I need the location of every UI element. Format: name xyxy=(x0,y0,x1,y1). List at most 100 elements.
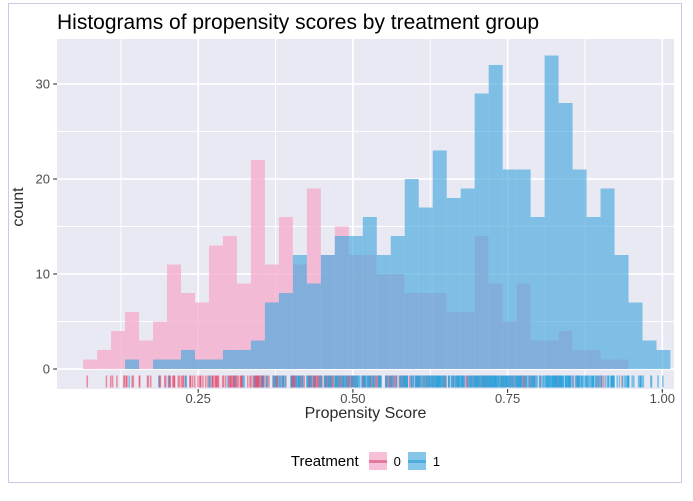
rug-tick-treatment-1 xyxy=(421,375,423,388)
rug-tick-treatment-1 xyxy=(355,375,357,388)
rug-tick-treatment-1 xyxy=(345,375,347,388)
rug-tick-treatment-1 xyxy=(618,375,621,388)
rug-tick-treatment-1 xyxy=(604,375,607,388)
rug-tick-treatment-0 xyxy=(252,375,254,388)
rug-tick-treatment-1 xyxy=(561,375,564,388)
rug-tick-treatment-1 xyxy=(297,375,299,388)
rug-tick-treatment-1 xyxy=(335,375,337,388)
rug-tick-treatment-1 xyxy=(391,375,393,388)
rug-tick-treatment-1 xyxy=(608,375,610,388)
histogram-bar-treatment-1 xyxy=(446,198,461,369)
histogram-bar-treatment-1 xyxy=(125,359,140,369)
histogram-bar-treatment-0 xyxy=(222,236,237,369)
rug-tick-treatment-1 xyxy=(320,375,322,388)
rug-tick-treatment-1 xyxy=(616,375,619,388)
histogram-bar-treatment-0 xyxy=(236,283,251,369)
rug-tick-treatment-1 xyxy=(463,375,466,388)
rug-tick-treatment-1 xyxy=(606,375,609,388)
rug-tick-treatment-1 xyxy=(266,375,269,388)
rug-tick-treatment-1 xyxy=(293,375,296,388)
rug-tick-treatment-1 xyxy=(587,375,590,388)
rug-tick-treatment-1 xyxy=(346,375,349,388)
rug-tick-treatment-1 xyxy=(515,375,518,388)
rug-tick-treatment-1 xyxy=(530,375,532,388)
rug-tick-treatment-1 xyxy=(642,375,645,388)
rug-tick-treatment-1 xyxy=(572,375,574,388)
rug-tick-treatment-1 xyxy=(486,375,489,388)
rug-tick-treatment-1 xyxy=(450,375,453,388)
rug-tick-treatment-1 xyxy=(363,375,366,388)
rug-tick-treatment-0 xyxy=(256,375,258,388)
rug-tick-treatment-1 xyxy=(565,375,567,388)
rug-tick-treatment-1 xyxy=(277,375,280,388)
rug-tick-treatment-1 xyxy=(490,375,492,388)
rug-tick-treatment-1 xyxy=(511,375,514,388)
rug-tick-treatment-1 xyxy=(527,375,530,388)
rug-tick-treatment-1 xyxy=(434,375,437,388)
rug-tick-treatment-1 xyxy=(501,375,504,388)
y-axis-title: count xyxy=(10,187,27,227)
rug-tick-treatment-1 xyxy=(441,375,444,388)
rug-tick-treatment-1 xyxy=(538,375,541,388)
histogram-bar-treatment-1 xyxy=(586,217,601,369)
legend-label-treatment-1: 1 xyxy=(432,453,441,469)
rug-tick-treatment-0 xyxy=(189,375,191,388)
rug-tick-treatment-1 xyxy=(556,375,559,388)
rug-tick-treatment-1 xyxy=(535,375,538,388)
rug-tick-treatment-1 xyxy=(253,375,256,388)
rug-tick-treatment-1 xyxy=(341,375,344,388)
rug-tick-treatment-1 xyxy=(430,375,432,388)
rug-tick-treatment-1 xyxy=(610,375,613,388)
rug-tick-treatment-0 xyxy=(241,375,243,388)
rug-tick-treatment-0 xyxy=(522,375,525,388)
rug-tick-treatment-1 xyxy=(650,375,653,388)
rug-tick-treatment-1 xyxy=(641,375,643,388)
histogram-bar-treatment-1 xyxy=(488,65,503,369)
histogram-bar-treatment-1 xyxy=(362,217,377,369)
rug-tick-treatment-1 xyxy=(657,375,659,388)
rug-tick-treatment-1 xyxy=(233,375,236,388)
legend-key-treatment-1 xyxy=(407,452,426,470)
rug-tick-treatment-1 xyxy=(290,375,293,388)
rug-tick-treatment-1 xyxy=(525,375,528,388)
histogram-bar-treatment-1 xyxy=(390,236,405,369)
rug-tick-treatment-1 xyxy=(543,375,546,388)
rug-tick-treatment-1 xyxy=(209,375,211,388)
rug-tick-treatment-0 xyxy=(236,375,238,388)
rug-tick-treatment-1 xyxy=(328,375,330,388)
rug-tick-treatment-1 xyxy=(279,375,281,388)
histogram-bar-treatment-0 xyxy=(208,245,223,369)
rug-tick-treatment-1 xyxy=(423,375,425,388)
rug-tick-treatment-1 xyxy=(282,375,285,388)
rug-tick-treatment-0 xyxy=(303,375,306,388)
rug-tick-treatment-0 xyxy=(159,375,162,388)
rug-tick-treatment-1 xyxy=(415,375,418,388)
rug-tick-treatment-1 xyxy=(184,375,187,388)
rug-tick-treatment-0 xyxy=(131,375,133,388)
rug-tick-treatment-1 xyxy=(259,375,261,388)
rug-tick-treatment-1 xyxy=(637,375,640,388)
rug-tick-treatment-1 xyxy=(559,375,562,388)
rug-tick-treatment-0 xyxy=(258,375,260,388)
histogram-bar-treatment-0 xyxy=(167,264,181,369)
rug-tick-treatment-1 xyxy=(309,375,311,388)
rug-tick-treatment-1 xyxy=(554,375,556,388)
rug-tick-treatment-1 xyxy=(512,375,515,388)
histogram-bar-treatment-1 xyxy=(306,283,321,369)
rug-tick-treatment-0 xyxy=(212,375,215,388)
rug-tick-treatment-1 xyxy=(443,375,446,388)
rug-tick-treatment-1 xyxy=(437,375,439,388)
rug-tick-treatment-0 xyxy=(168,375,171,388)
legend-key-line-0 xyxy=(368,460,387,463)
rug-tick-treatment-1 xyxy=(158,375,161,388)
rug-tick-treatment-1 xyxy=(472,375,475,388)
rug-tick-treatment-1 xyxy=(432,375,435,388)
histogram-bar-treatment-0 xyxy=(153,321,168,369)
rug-tick-treatment-1 xyxy=(633,375,635,388)
rug-tick-treatment-1 xyxy=(498,375,501,388)
rug-tick-treatment-1 xyxy=(351,375,353,388)
rug-tick-treatment-1 xyxy=(471,375,473,388)
rug-tick-treatment-1 xyxy=(387,375,389,388)
rug-tick-treatment-0 xyxy=(109,375,112,388)
